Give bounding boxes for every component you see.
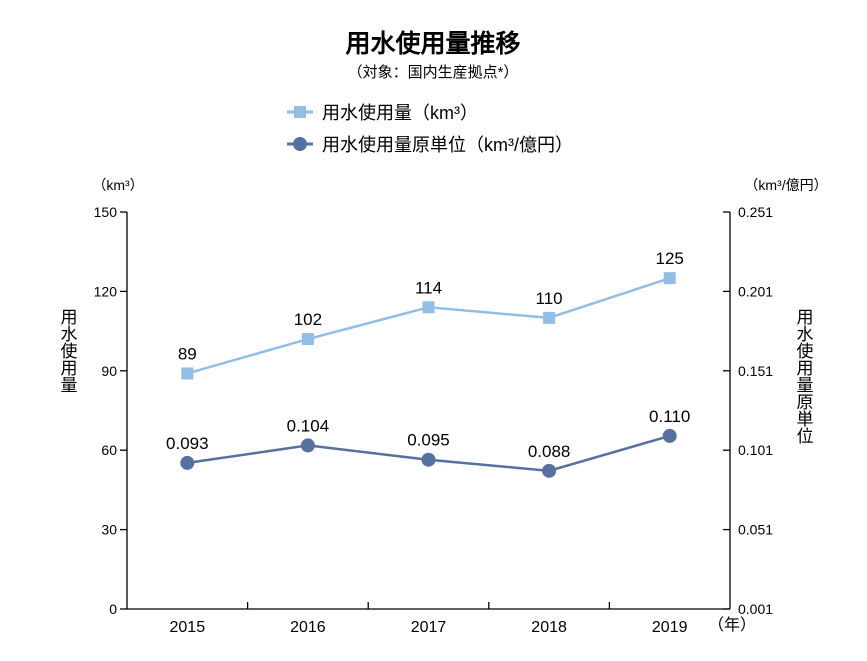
data-label: 0.110 xyxy=(649,407,690,426)
right-axis-tick-label: 0.051 xyxy=(738,522,773,538)
data-point-square xyxy=(543,311,556,324)
data-label: 0.088 xyxy=(528,442,571,461)
left-axis-tick-label: 150 xyxy=(94,204,118,220)
right-axis-tick-label: 0.101 xyxy=(738,442,773,458)
left-axis-tick-label: 60 xyxy=(101,442,117,458)
x-axis-unit: （年） xyxy=(708,616,756,634)
data-point-square xyxy=(663,272,676,285)
x-axis-tick-label: 2015 xyxy=(170,619,206,636)
left-axis-tick-label: 120 xyxy=(94,283,118,299)
right-axis-label: 用水使用量原単位 xyxy=(794,308,814,444)
data-point-circle xyxy=(180,455,195,470)
left-axis-label: 用水使用量 xyxy=(58,308,78,393)
data-label: 0.093 xyxy=(166,434,209,453)
right-axis-tick-label: 0.151 xyxy=(738,363,773,379)
data-point-circle xyxy=(300,438,315,453)
left-axis-tick-label: 30 xyxy=(101,522,117,538)
data-label: 102 xyxy=(294,310,322,329)
data-label: 110 xyxy=(536,289,563,308)
data-label: 125 xyxy=(656,249,684,268)
data-label: 114 xyxy=(415,278,442,297)
right-axis-unit: （km³/億円） xyxy=(744,177,827,193)
data-point-square xyxy=(181,367,194,380)
left-axis-tick-label: 0 xyxy=(109,601,117,617)
data-point-square xyxy=(301,333,314,346)
chart-subtitle: （対象：国内生産拠点*） xyxy=(348,64,519,81)
legend-label-intensity: 用水使用量原単位（km³/億円） xyxy=(322,135,573,155)
right-axis-tick-label: 0.251 xyxy=(738,204,773,220)
data-label: 0.095 xyxy=(407,431,450,450)
data-label: 89 xyxy=(178,344,197,363)
data-point-square xyxy=(422,301,435,314)
chart-title: 用水使用量推移 xyxy=(345,29,520,58)
data-point-circle xyxy=(421,452,436,467)
right-axis-tick-label: 0.001 xyxy=(738,601,773,617)
legend-marker-water-usage xyxy=(294,106,306,118)
data-point-circle xyxy=(662,428,677,443)
left-axis-unit: （km³） xyxy=(92,177,143,193)
x-axis-tick-label: 2017 xyxy=(411,619,447,636)
right-axis-tick-label: 0.201 xyxy=(738,283,773,299)
left-axis-tick-label: 90 xyxy=(101,363,117,379)
legend: 用水使用量（km³） 用水使用量原単位（km³/億円） xyxy=(287,103,573,155)
x-axis-tick-label: 2019 xyxy=(652,619,688,636)
data-label: 0.104 xyxy=(287,416,330,435)
x-axis-tick-label: 2018 xyxy=(531,619,567,636)
legend-label-water-usage: 用水使用量（km³） xyxy=(322,103,478,123)
x-axis-tick-label: 2016 xyxy=(290,619,326,636)
data-point-circle xyxy=(542,463,557,478)
legend-marker-intensity xyxy=(293,137,307,151)
